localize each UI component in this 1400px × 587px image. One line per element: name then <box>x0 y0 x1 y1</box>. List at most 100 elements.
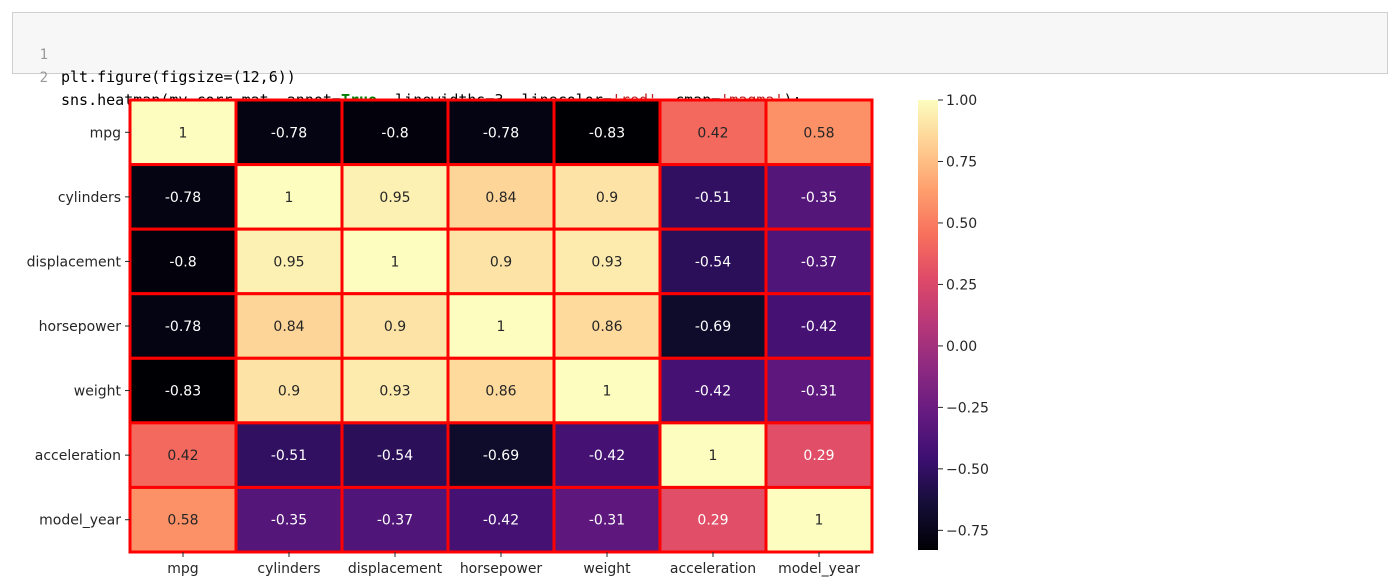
x-tick-label: horsepower <box>460 561 543 577</box>
heatmap-cell <box>446 163 556 231</box>
heatmap-cell <box>552 421 662 489</box>
heatmap-cell <box>446 98 556 167</box>
y-tick-label: horsepower <box>39 319 122 335</box>
code-text: plt.figure(figsize=(12,6)) <box>61 66 296 88</box>
colorbar-gradient <box>918 100 938 550</box>
cell-annotation: -0.78 <box>165 190 201 206</box>
cell-annotation: -0.78 <box>483 125 519 141</box>
cell-annotation: 0.9 <box>278 384 300 400</box>
colorbar-tick-label: 0.25 <box>946 277 977 293</box>
x-tick-label: cylinders <box>257 561 320 577</box>
cell-annotation: 0.58 <box>167 513 198 529</box>
cell-annotation: 0.86 <box>591 319 622 335</box>
cell-annotation: 0.42 <box>697 125 728 141</box>
heatmap-cell <box>340 163 450 231</box>
heatmap-cell <box>764 292 874 360</box>
heatmap-cell <box>128 356 238 425</box>
heatmap-cell <box>764 163 874 231</box>
cell-annotation: -0.37 <box>377 513 413 529</box>
cell-annotation: 0.9 <box>490 254 512 270</box>
cell-annotation: -0.42 <box>801 319 837 335</box>
cell-annotation: -0.78 <box>165 319 201 335</box>
cell-annotation: 0.84 <box>273 319 304 335</box>
cell-annotation: -0.69 <box>695 319 731 335</box>
code-line-1: 1 plt.figure(figsize=(12,6)) <box>13 22 296 86</box>
cell-annotation: -0.8 <box>169 254 196 270</box>
cell-annotation: -0.83 <box>589 125 625 141</box>
cell-annotation: -0.37 <box>801 254 837 270</box>
x-tick-label: mpg <box>167 561 198 577</box>
colorbar-tick-label: −0.75 <box>946 523 989 539</box>
colorbar-tick-label: 0.50 <box>946 216 977 232</box>
heatmap-cell <box>234 98 344 167</box>
heatmap-cell <box>658 356 768 425</box>
heatmap-cell <box>340 485 450 554</box>
colorbar-tick-label: 0.75 <box>946 154 977 170</box>
cell-annotation: 1 <box>391 254 400 270</box>
cell-annotation: -0.78 <box>271 125 307 141</box>
line-number: 1 <box>39 47 48 63</box>
y-tick-label: displacement <box>27 254 122 270</box>
cell-annotation: -0.35 <box>271 513 307 529</box>
x-tick-label: acceleration <box>670 561 756 577</box>
heatmap-cell <box>128 227 238 296</box>
cell-annotation: -0.42 <box>589 448 625 464</box>
y-tick-label: mpg <box>90 125 121 141</box>
y-tick-label: acceleration <box>35 448 121 464</box>
heatmap-cells: 1 -0.78 -0.8 -0.78 -0.83 0.42 0.58 -0.78 1 0.95 0.… <box>128 98 874 554</box>
x-tick-label: displacement <box>348 561 443 577</box>
cell-annotation: -0.42 <box>483 513 519 529</box>
cell-annotation: 1 <box>285 190 294 206</box>
heatmap-cell <box>552 227 662 296</box>
heatmap-cell <box>658 163 768 231</box>
colorbar-tick-label: 0.00 <box>946 339 977 355</box>
cell-annotation: 0.29 <box>803 448 834 464</box>
cell-annotation: 0.93 <box>379 384 410 400</box>
code-segment: plt.figure(figsize=(12,6)) <box>61 68 296 86</box>
x-tick-label: model_year <box>778 561 860 577</box>
cell-annotation: 0.93 <box>591 254 622 270</box>
cell-annotation: -0.51 <box>271 448 307 464</box>
y-tick-label: model_year <box>39 513 121 529</box>
cell-annotation: 0.9 <box>384 319 406 335</box>
heatmap-cell <box>234 485 344 554</box>
x-tick-labels: mpg cylinders displacement horsepower weight… <box>167 552 860 577</box>
cell-annotation: 0.29 <box>697 513 728 529</box>
heatmap-cell <box>764 227 874 296</box>
cell-annotation: 0.95 <box>379 190 410 206</box>
cell-annotation: 1 <box>815 513 824 529</box>
cell-annotation: -0.54 <box>377 448 413 464</box>
cell-annotation: 1 <box>497 319 506 335</box>
cell-annotation: 0.9 <box>596 190 618 206</box>
cell-annotation: -0.8 <box>381 125 408 141</box>
cell-annotation: 1 <box>603 384 612 400</box>
cell-annotation: -0.31 <box>589 513 625 529</box>
cell-annotation: 0.58 <box>803 125 834 141</box>
cell-annotation: 0.95 <box>273 254 304 270</box>
cell-annotation: -0.83 <box>165 384 201 400</box>
colorbar-tick-label: −0.25 <box>946 400 989 416</box>
heatmap-cell <box>340 98 450 167</box>
cell-annotation: -0.69 <box>483 448 519 464</box>
line-number: 2 <box>39 70 48 86</box>
y-tick-label: cylinders <box>58 190 121 206</box>
x-tick-label: weight <box>583 561 631 577</box>
cell-annotation: 0.86 <box>485 384 516 400</box>
cell-annotation: -0.54 <box>695 254 731 270</box>
cell-annotation: 1 <box>179 125 188 141</box>
heatmap-cell <box>446 421 556 489</box>
cell-annotation: 0.84 <box>485 190 516 206</box>
colorbar-tick-label: −0.50 <box>946 462 989 478</box>
heatmap-cell <box>128 485 238 554</box>
heatmap-cell <box>764 421 874 489</box>
colorbar: 1.00 0.75 0.50 0.25 0.00 −0.25 −0.50 −0.75 <box>918 93 989 550</box>
y-tick-label: weight <box>74 384 122 400</box>
heatmap-cell <box>234 227 344 296</box>
y-tick-labels: mpg cylinders displacement horsepower weight… <box>27 125 130 529</box>
cell-annotation: 1 <box>709 448 718 464</box>
heatmap-cell <box>340 356 450 425</box>
heatmap-cell <box>764 356 874 425</box>
colorbar-tick-label: 1.00 <box>946 93 977 109</box>
heatmap-cell <box>234 292 344 360</box>
cell-annotation: -0.51 <box>695 190 731 206</box>
